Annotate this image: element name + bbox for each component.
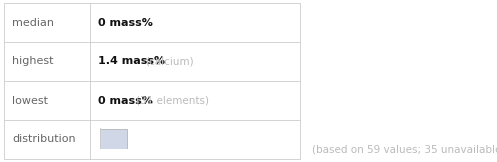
Text: 0 mass%: 0 mass% [98,17,153,28]
Text: 0 mass%: 0 mass% [98,96,153,105]
Text: (based on 59 values; 35 unavailable): (based on 59 values; 35 unavailable) [312,144,497,154]
Text: (calcium): (calcium) [146,57,194,66]
Text: lowest: lowest [12,96,48,105]
Text: 1.4 mass%: 1.4 mass% [98,57,165,66]
Bar [100,129,127,149]
Text: (31 elements): (31 elements) [136,96,209,105]
Bar [4,3,300,159]
Text: distribution: distribution [12,134,76,145]
Text: highest: highest [12,57,54,66]
Text: median: median [12,17,54,28]
